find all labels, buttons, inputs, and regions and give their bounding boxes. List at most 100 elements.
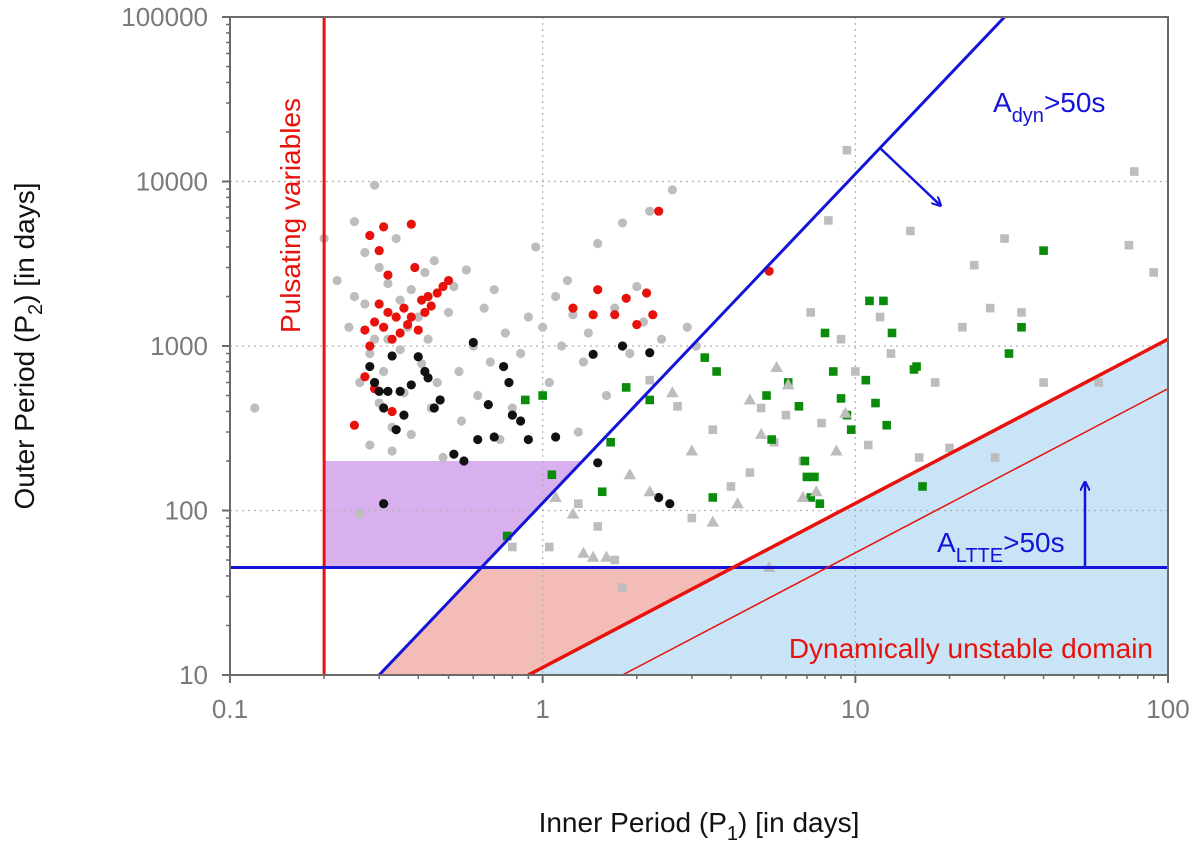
- gray-square-point: [958, 322, 967, 332]
- gray-triangle-point: [586, 550, 600, 562]
- black-circle-point: [379, 499, 389, 509]
- green-square-point: [708, 493, 718, 502]
- gray-square-point: [851, 367, 860, 376]
- red-circle-point: [374, 299, 384, 309]
- black-circle-point: [379, 403, 389, 413]
- gray-circle-point: [387, 446, 397, 456]
- gray-circle-point: [349, 217, 360, 227]
- purple-region: [324, 461, 583, 568]
- gray-circle-point: [456, 416, 467, 426]
- black-circle-point: [617, 341, 628, 351]
- red-circle-point: [410, 262, 420, 273]
- gray-square-point: [756, 403, 766, 413]
- black-circle-point: [435, 395, 445, 405]
- gray-square-point: [1094, 378, 1103, 387]
- gray-square-point: [990, 453, 1000, 462]
- gray-circle-point: [531, 242, 541, 252]
- green-square-point: [861, 375, 871, 385]
- gray-circle-point: [682, 322, 692, 332]
- red-circle-point: [391, 312, 401, 322]
- black-circle-point: [423, 373, 433, 383]
- green-square-point: [521, 395, 530, 405]
- gray-circle-point: [332, 275, 342, 286]
- gray-square-point: [824, 216, 833, 225]
- gray-square-point: [618, 583, 627, 592]
- gray-triangle-point: [566, 507, 580, 519]
- gray-square-point: [886, 349, 896, 358]
- gray-circle-point: [601, 390, 612, 401]
- green-square-point: [606, 437, 615, 447]
- red-circle-point: [349, 420, 360, 430]
- green-square-point: [918, 482, 927, 491]
- green-square-point: [621, 383, 631, 392]
- adyn-label: Adyn>50s: [993, 87, 1105, 127]
- green-square-point: [846, 425, 856, 434]
- y-tick-label: 10000: [136, 167, 208, 197]
- gray-circle-point: [416, 359, 427, 369]
- gray-circle-point: [406, 429, 416, 440]
- gray-circle-point: [551, 291, 561, 302]
- gray-triangle-point: [809, 485, 823, 497]
- gray-circle-point: [355, 509, 365, 519]
- gray-triangle-point: [781, 378, 795, 390]
- green-square-point: [802, 472, 812, 482]
- green-square-point: [1039, 246, 1048, 255]
- red-circle-point: [432, 288, 442, 298]
- red-circle-point: [610, 310, 620, 320]
- gray-square-point: [836, 334, 846, 344]
- green-square-point: [767, 435, 776, 444]
- black-circle-point: [473, 434, 483, 445]
- black-circle-point: [523, 434, 533, 445]
- red-circle-point: [360, 325, 370, 335]
- black-circle-point: [588, 349, 598, 359]
- gray-circle-point: [423, 334, 433, 344]
- gray-circle-point: [610, 303, 620, 313]
- green-square-point: [1017, 322, 1026, 332]
- gray-circle-point: [557, 341, 567, 351]
- gray-circle-point: [625, 348, 635, 359]
- gray-triangle-point: [666, 386, 679, 398]
- gray-square-point: [781, 410, 791, 420]
- red-circle-point: [642, 288, 652, 298]
- red-circle-point: [379, 322, 389, 332]
- gray-circle-point: [406, 285, 416, 295]
- gray-circle-point: [344, 322, 354, 332]
- black-circle-point: [395, 386, 405, 396]
- adyn-limit-line: [378, 17, 1006, 675]
- gray-circle-point: [438, 452, 448, 463]
- green-square-point: [502, 531, 512, 541]
- gray-circle-point: [413, 312, 423, 322]
- black-circle-point: [449, 449, 459, 459]
- green-square-point: [800, 456, 810, 466]
- gray-circle-point: [383, 278, 393, 289]
- green-square-point: [538, 391, 547, 400]
- black-circle-point: [507, 410, 517, 420]
- black-circle-point: [499, 361, 509, 372]
- red-circle-point: [588, 310, 598, 320]
- green-square-point: [820, 328, 830, 338]
- gray-circle-point: [461, 265, 471, 275]
- red-circle-point: [387, 334, 397, 344]
- gray-square-point: [1000, 234, 1009, 243]
- red-circle-point: [632, 319, 642, 330]
- gray-square-point: [985, 303, 995, 313]
- gray-square-point: [508, 542, 517, 552]
- red-circle-point: [621, 293, 631, 303]
- gray-circle-point: [523, 312, 533, 322]
- gray-circle-point: [349, 291, 360, 302]
- green-square-point: [865, 296, 874, 306]
- pink-region: [379, 567, 733, 675]
- gray-circle-point: [250, 403, 260, 413]
- x-tick-label: 0.1: [212, 694, 248, 724]
- gray-circle-point: [515, 348, 526, 359]
- data-points: [250, 145, 1158, 592]
- green-square-point: [828, 367, 838, 376]
- gray-circle-point: [365, 440, 375, 450]
- black-circle-point: [365, 361, 375, 372]
- gray-circle-point: [391, 233, 401, 244]
- red-circle-point: [648, 310, 658, 320]
- black-circle-point: [413, 352, 423, 362]
- green-square-point: [794, 401, 804, 411]
- red-circle-point: [374, 246, 384, 256]
- axis-ticks: 0.1 1 10 100 10 100 1000 10000 100000: [121, 2, 1189, 724]
